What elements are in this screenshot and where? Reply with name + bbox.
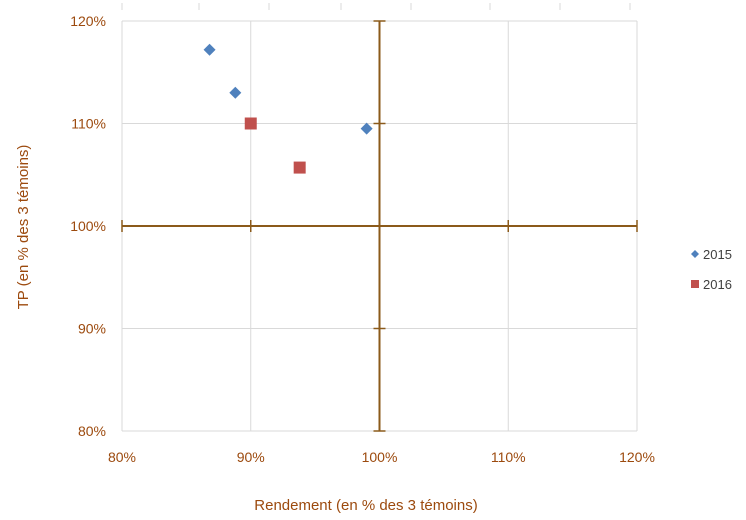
x-tick-label: 100% (362, 449, 398, 465)
legend-marker-square (691, 280, 699, 288)
data-point-2015-diamond (203, 43, 216, 56)
legend-marker-diamond (691, 250, 699, 258)
legend: 2015 2016 (691, 247, 732, 292)
y-axis-title: TP (en % des 3 témoins) (15, 145, 32, 310)
x-tick-label: 80% (108, 449, 136, 465)
y-tick-label: 120% (70, 13, 106, 29)
y-tick-label: 100% (70, 218, 106, 234)
tick-labels: 80% 90% 100% 110% 120% 80% 90% 100% 110% 120% (70, 13, 655, 465)
data-point-2016-square (293, 161, 306, 174)
data-point-2016-square (244, 117, 257, 130)
y-tick-label: 90% (78, 321, 106, 337)
data-points (203, 43, 373, 174)
legend-label-2016: 2016 (703, 277, 732, 292)
y-tick-label: 80% (78, 423, 106, 439)
data-point-2015-diamond (360, 122, 373, 135)
x-tick-label: 120% (619, 449, 655, 465)
x-tick-label: 90% (237, 449, 265, 465)
x-tick-label: 110% (491, 449, 526, 465)
legend-label-2015: 2015 (703, 247, 732, 262)
y-tick-label: 110% (71, 116, 106, 132)
legend-item-2016: 2016 (691, 277, 732, 292)
crosshair-axes (121, 20, 638, 432)
x-axis-title: Rendement (en % des 3 témoins) (254, 497, 477, 514)
data-point-2015-diamond (229, 86, 242, 99)
legend-item-2015: 2015 (691, 247, 732, 262)
